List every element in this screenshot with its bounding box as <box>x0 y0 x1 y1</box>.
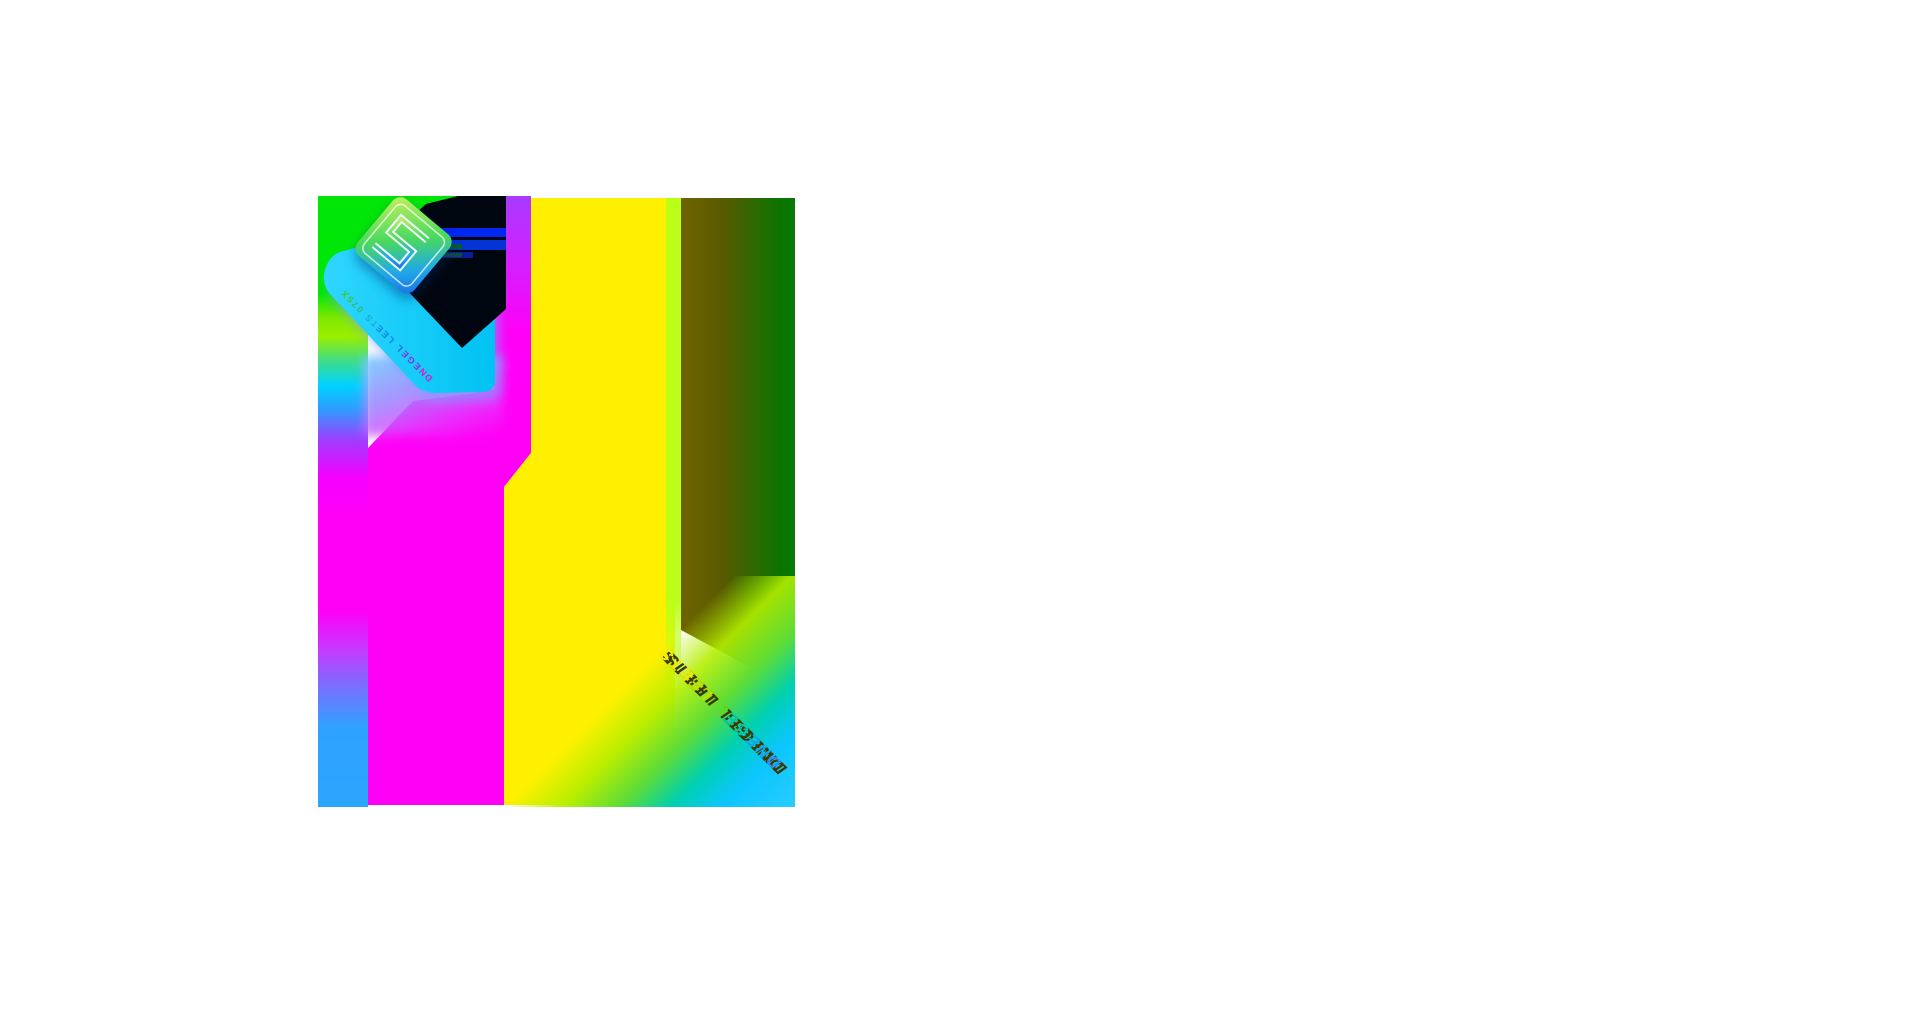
diamond-group <box>355 197 452 294</box>
glitch-stripe <box>426 228 506 237</box>
lime-strip <box>666 198 681 698</box>
diamond-inner-outline <box>362 203 446 287</box>
violet-column-fade <box>506 196 531 331</box>
glitch-stripe <box>438 240 506 250</box>
steel-legend-s-icon <box>355 197 452 294</box>
bottom-right-lime-cyan-zone <box>504 576 795 807</box>
s-glyph-core <box>372 216 429 269</box>
steel-legend-artwork: STEEL LEGEND X570 STEEL LEGEND <box>318 196 795 807</box>
